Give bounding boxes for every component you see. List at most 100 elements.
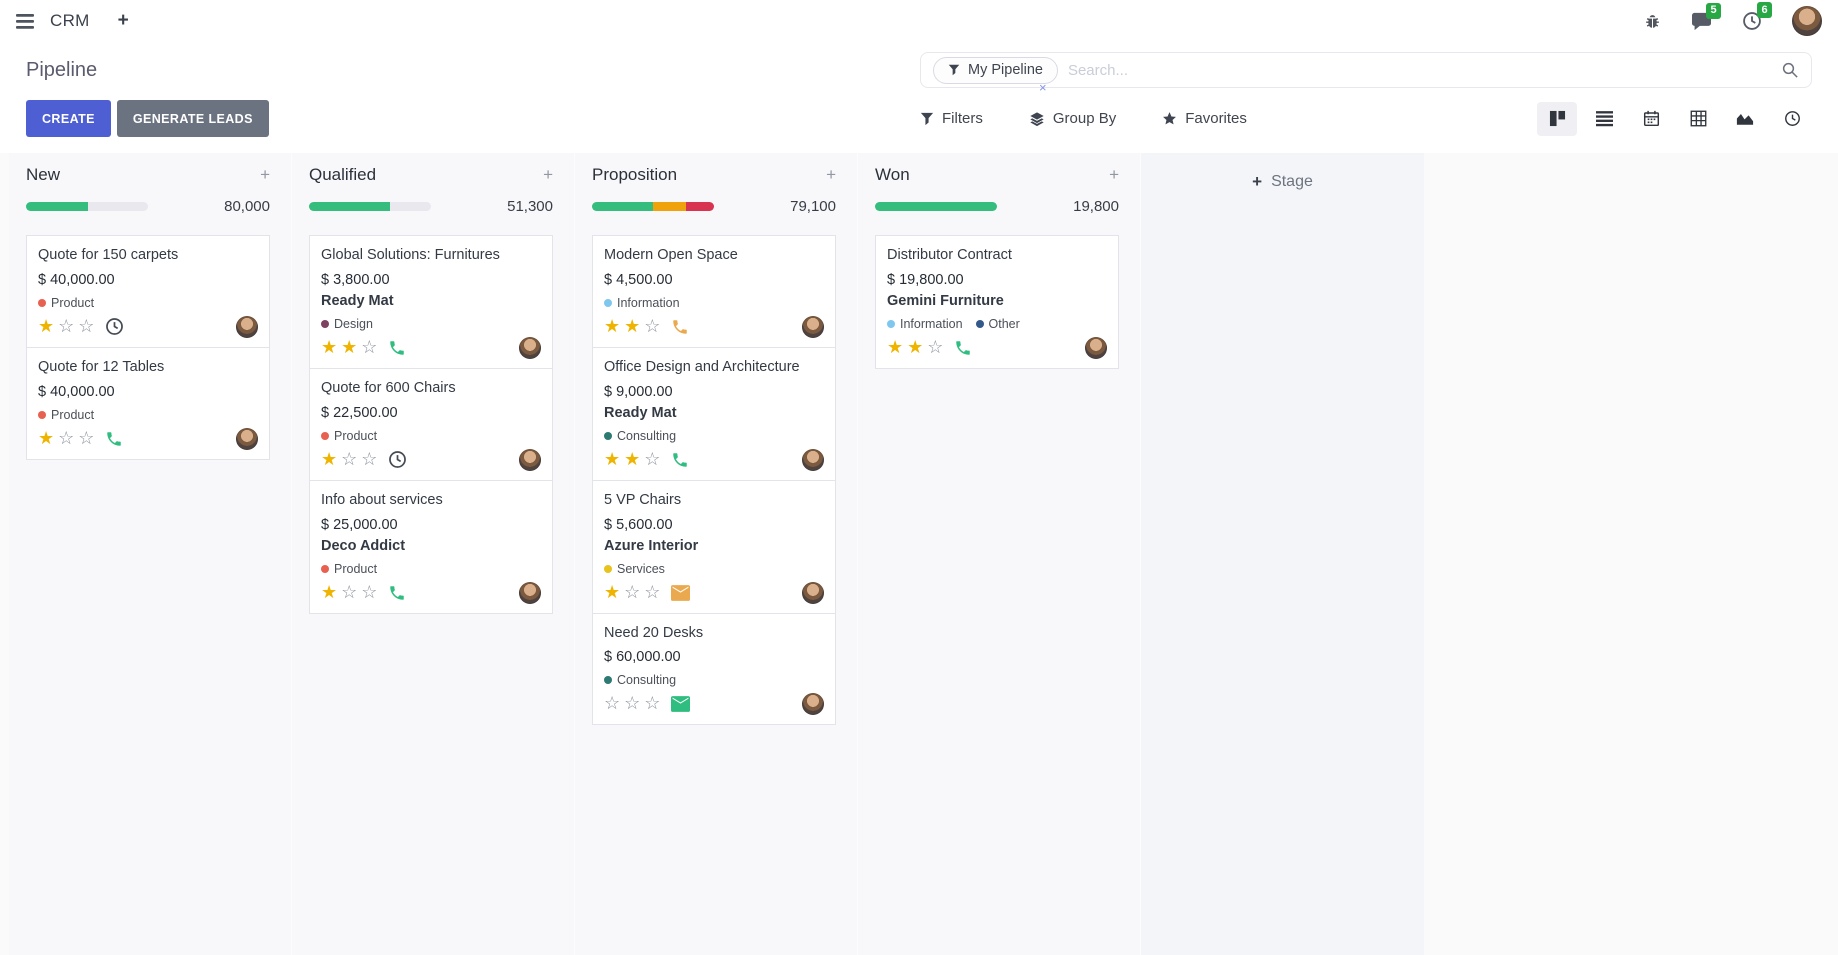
star-empty-icon[interactable]: ☆ xyxy=(624,693,641,714)
generate-leads-button[interactable]: GENERATE LEADS xyxy=(116,100,269,137)
kanban-card[interactable]: Office Design and Architecture $ 9,000.0… xyxy=(592,346,836,481)
star-filled-icon[interactable]: ★ xyxy=(624,315,641,336)
kanban-card[interactable]: Info about services $ 25,000.00 Deco Add… xyxy=(309,479,553,614)
user-avatar[interactable] xyxy=(1792,6,1822,36)
page-title: Pipeline xyxy=(26,58,98,81)
star-filled-icon[interactable]: ★ xyxy=(341,336,358,357)
favorites-menu[interactable]: Favorites xyxy=(1162,110,1247,127)
graph-view-icon[interactable] xyxy=(1725,102,1765,136)
kanban-card[interactable]: Quote for 12 Tables $ 40,000.00 Product … xyxy=(26,346,270,460)
star-filled-icon[interactable]: ★ xyxy=(321,336,338,357)
salesperson-avatar xyxy=(802,581,824,604)
star-filled-icon[interactable]: ★ xyxy=(321,448,338,469)
kanban-card[interactable]: Distributor Contract $ 19,800.00 Gemini … xyxy=(875,235,1119,369)
progress-segment[interactable] xyxy=(685,202,714,211)
star-empty-icon[interactable]: ☆ xyxy=(341,581,358,602)
quick-add-card-button[interactable]: + xyxy=(260,165,270,184)
kanban-card[interactable]: Quote for 150 carpets $ 40,000.00 Produc… xyxy=(26,235,270,348)
progress-segment[interactable] xyxy=(88,202,148,211)
star-empty-icon[interactable]: ☆ xyxy=(604,693,621,714)
progress-segment[interactable] xyxy=(653,202,686,211)
star-empty-icon[interactable]: ☆ xyxy=(58,427,75,448)
quick-add-card-button[interactable]: + xyxy=(826,165,836,184)
search-input[interactable] xyxy=(1067,61,1781,79)
activity-view-icon[interactable] xyxy=(1772,102,1812,136)
star-empty-icon[interactable]: ☆ xyxy=(341,448,358,469)
create-button[interactable]: CREATE xyxy=(26,100,111,137)
star-empty-icon[interactable]: ☆ xyxy=(361,448,378,469)
star-filled-icon[interactable]: ★ xyxy=(887,336,904,357)
phone-activity-icon[interactable] xyxy=(388,339,406,357)
progress-segment[interactable] xyxy=(309,202,390,211)
quick-add-card-button[interactable]: + xyxy=(543,165,553,184)
search-bar[interactable]: My Pipeline × xyxy=(920,52,1812,94)
star-filled-icon[interactable]: ★ xyxy=(907,336,924,357)
star-filled-icon[interactable]: ★ xyxy=(624,448,641,469)
progress-segment[interactable] xyxy=(389,202,431,211)
star-filled-icon[interactable]: ★ xyxy=(604,448,621,469)
star-empty-icon[interactable]: ☆ xyxy=(624,581,641,602)
phone-activity-icon[interactable] xyxy=(105,430,123,448)
kanban-card[interactable]: Need 20 Desks $ 60,000.00 Consulting ☆ ☆ ☆ xyxy=(592,612,836,726)
filters-menu[interactable]: Filters xyxy=(920,110,983,127)
star-filled-icon[interactable]: ★ xyxy=(38,315,55,336)
kanban-board: New + 80,000 Quote for 150 carpets $ 40,… xyxy=(0,153,1838,955)
clock-activity-icon[interactable] xyxy=(388,450,407,469)
star-filled-icon[interactable]: ★ xyxy=(604,315,621,336)
group-by-menu[interactable]: Group By xyxy=(1029,110,1116,127)
hamburger-icon[interactable] xyxy=(16,13,34,29)
card-tags: Consulting xyxy=(604,673,824,687)
plus-icon[interactable]: + xyxy=(117,10,129,31)
progress-segment[interactable] xyxy=(875,202,997,211)
star-empty-icon[interactable]: ☆ xyxy=(927,336,944,357)
search-facet[interactable]: My Pipeline xyxy=(933,56,1058,84)
star-empty-icon[interactable]: ☆ xyxy=(361,336,378,357)
activities-icon[interactable]: 6 xyxy=(1742,2,1773,31)
column-progress-bar[interactable] xyxy=(592,202,714,211)
star-empty-icon[interactable]: ☆ xyxy=(644,448,661,469)
phone-activity-icon[interactable] xyxy=(671,451,689,469)
envelope-activity-icon[interactable] xyxy=(671,584,691,601)
phone-activity-icon[interactable] xyxy=(954,339,972,357)
search-icon[interactable] xyxy=(1781,61,1799,79)
column-progress-bar[interactable] xyxy=(26,202,148,211)
progress-segment[interactable] xyxy=(26,202,89,211)
pivot-view-icon[interactable] xyxy=(1678,102,1718,136)
column-progress-bar[interactable] xyxy=(309,202,431,211)
quick-add-card-button[interactable]: + xyxy=(1109,165,1119,184)
kanban-card[interactable]: 5 VP Chairs $ 5,600.00 Azure Interior Se… xyxy=(592,479,836,614)
kanban-card[interactable]: Global Solutions: Furnitures $ 3,800.00 … xyxy=(309,235,553,369)
column-progress-bar[interactable] xyxy=(875,202,997,211)
star-empty-icon[interactable]: ☆ xyxy=(644,315,661,336)
card-company: Gemini Furniture xyxy=(887,292,1004,309)
list-view-icon[interactable] xyxy=(1584,102,1624,136)
kanban-card[interactable]: Quote for 600 Chairs $ 22,500.00 Product… xyxy=(309,367,553,481)
star-empty-icon[interactable]: ☆ xyxy=(78,315,95,336)
clock-activity-icon[interactable] xyxy=(105,317,124,336)
group-by-icon xyxy=(1030,111,1044,126)
card-tags: Information xyxy=(604,296,824,310)
star-filled-icon[interactable]: ★ xyxy=(604,581,621,602)
star-empty-icon[interactable]: ☆ xyxy=(78,427,95,448)
kanban-card[interactable]: Modern Open Space $ 4,500.00 Information… xyxy=(592,235,836,348)
phone-activity-icon[interactable] xyxy=(388,584,406,602)
star-empty-icon[interactable]: ☆ xyxy=(58,315,75,336)
calendar-view-icon[interactable] xyxy=(1631,102,1671,136)
tag-label: Other xyxy=(988,316,1020,331)
star-empty-icon[interactable]: ☆ xyxy=(644,693,661,714)
remove-facet-icon[interactable]: × xyxy=(1039,80,1047,95)
column-total: 51,300 xyxy=(507,198,553,215)
star-filled-icon[interactable]: ★ xyxy=(38,427,55,448)
envelope-activity-icon[interactable] xyxy=(671,696,691,713)
activities-badge: 6 xyxy=(1757,2,1773,18)
add-stage-button[interactable]: + Stage xyxy=(1252,172,1313,192)
star-empty-icon[interactable]: ☆ xyxy=(644,581,661,602)
star-empty-icon[interactable]: ☆ xyxy=(361,581,378,602)
app-name[interactable]: CRM xyxy=(50,11,90,30)
bug-icon[interactable] xyxy=(1644,13,1661,30)
progress-segment[interactable] xyxy=(592,202,653,211)
kanban-view-icon[interactable] xyxy=(1537,101,1577,136)
star-filled-icon[interactable]: ★ xyxy=(321,581,338,602)
messages-icon[interactable]: 5 xyxy=(1691,2,1722,31)
phone-activity-icon[interactable] xyxy=(671,318,689,336)
